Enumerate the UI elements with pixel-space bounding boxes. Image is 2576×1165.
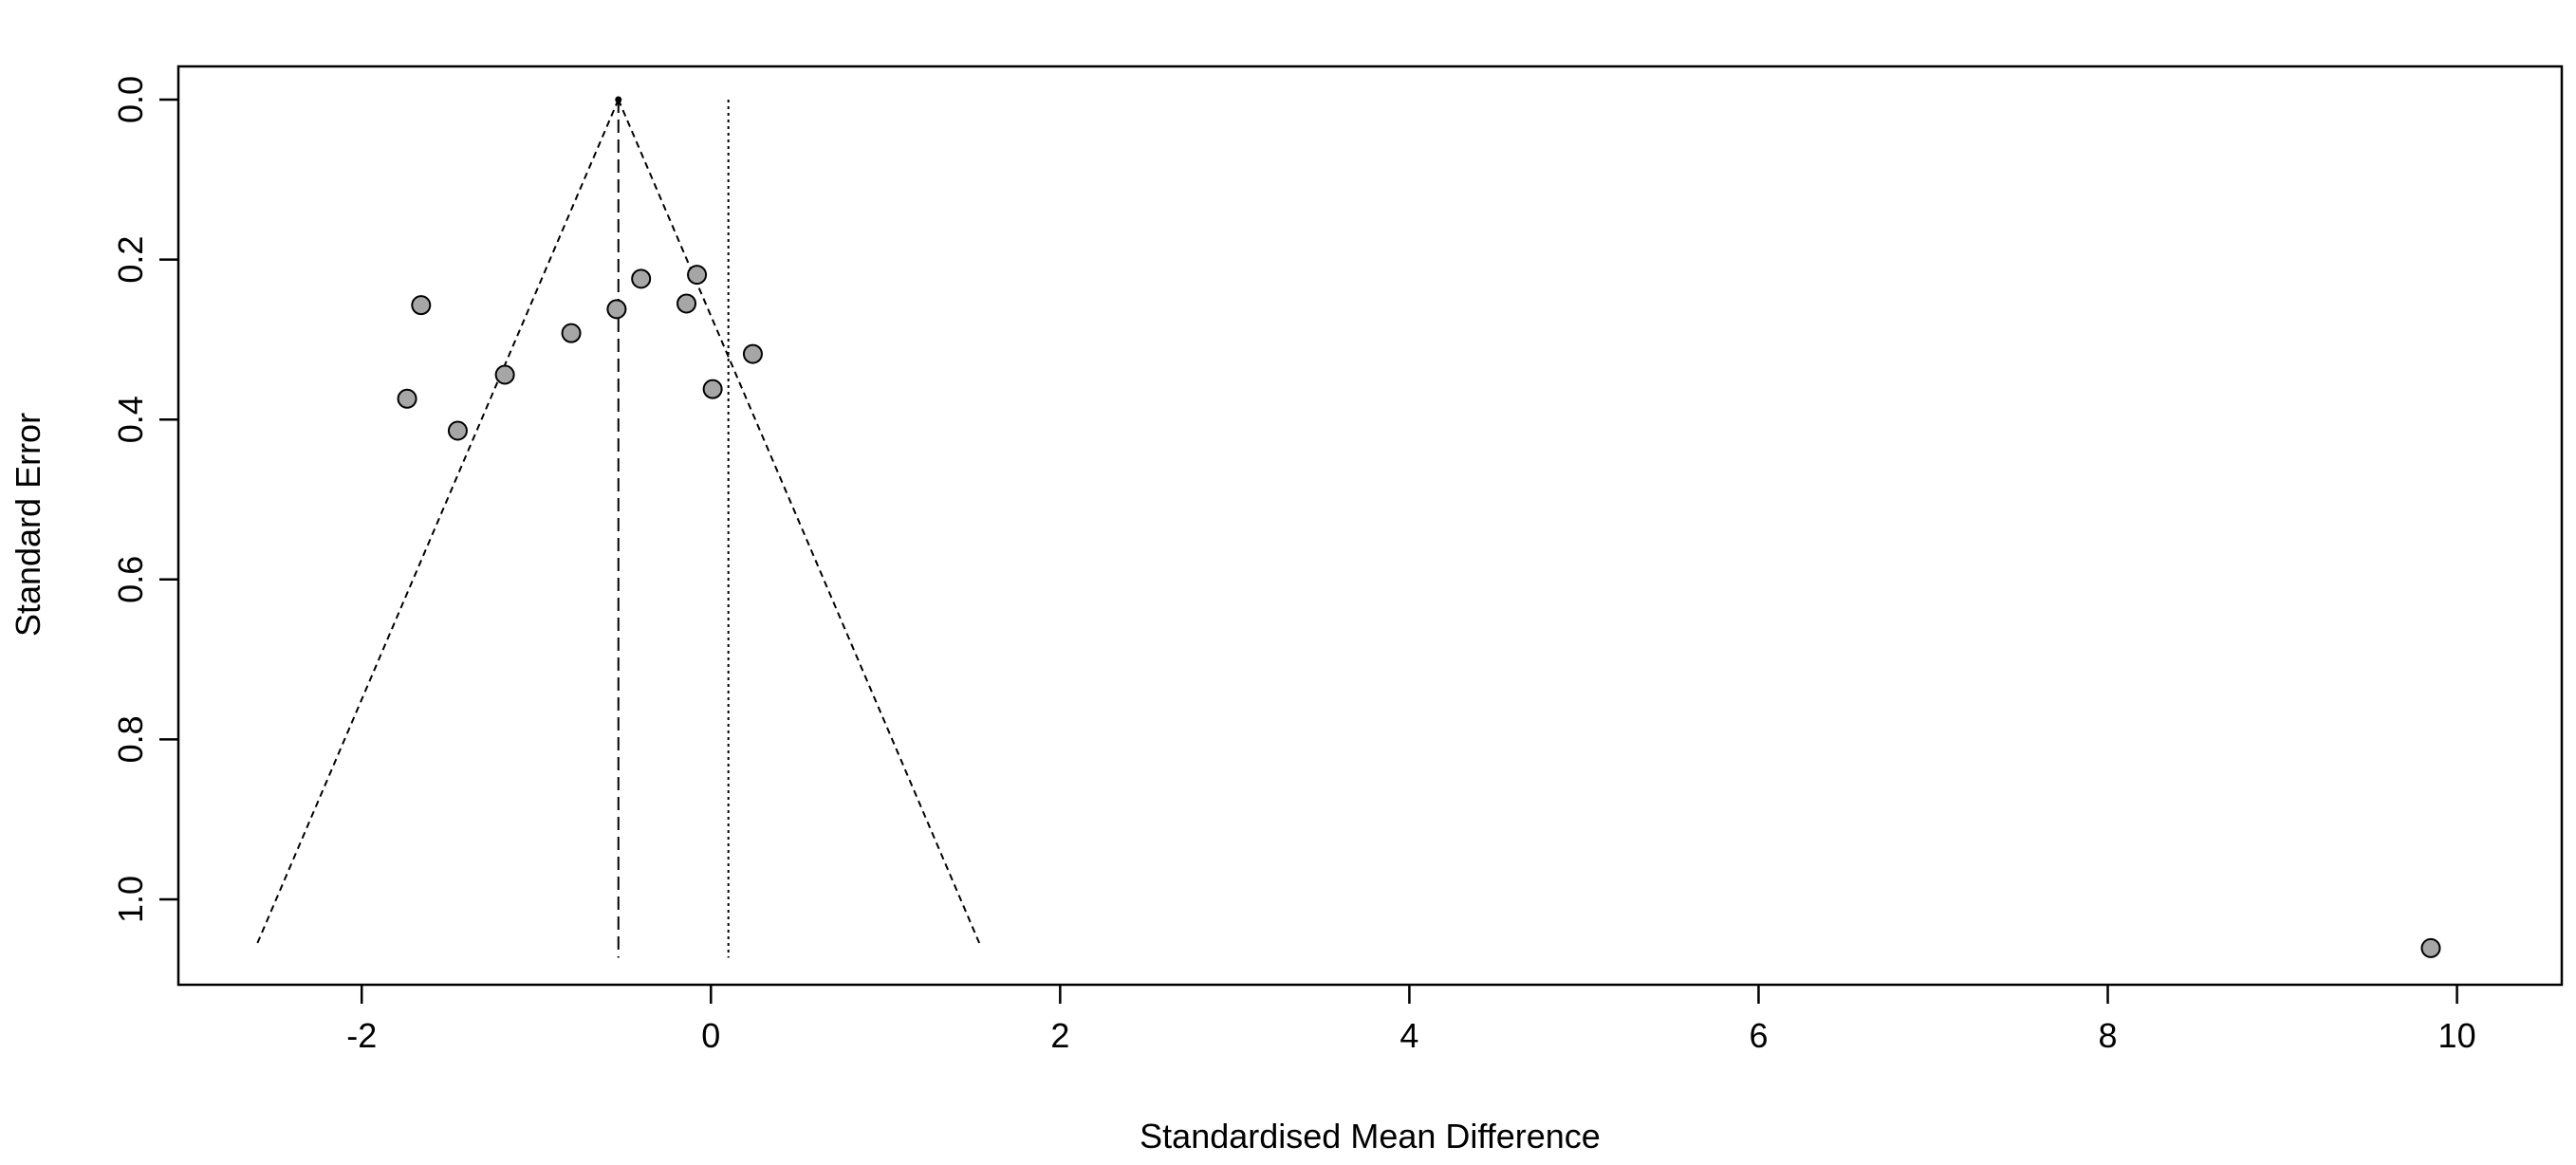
y-axis-label: Standard Error: [9, 413, 47, 637]
x-axis-label: Standardised Mean Difference: [1140, 1117, 1601, 1156]
data-point-10: [702, 379, 723, 399]
data-point-11: [742, 343, 763, 364]
data-points: [397, 265, 2441, 958]
funnel-lines: [256, 96, 981, 958]
data-point-9: [687, 265, 708, 286]
y-tick-label: 1.0: [111, 876, 150, 923]
data-point-2: [397, 388, 417, 409]
y-tick-label: 0.4: [111, 396, 150, 443]
plot-frame: [176, 65, 2564, 987]
data-point-12: [2420, 937, 2441, 958]
funnel-left-boundary: [256, 99, 620, 944]
x-tick-label: 10: [2438, 1016, 2476, 1055]
x-tick-label: 6: [1749, 1016, 1768, 1055]
y-axis: 0.0 0.2 0.4 0.6 0.8 1.0: [111, 76, 178, 923]
x-axis: -2 0 2 4 6 8 10: [346, 985, 2476, 1055]
data-point-3: [447, 420, 468, 441]
x-tick-label: 0: [701, 1016, 720, 1055]
y-tick-label: 0.8: [111, 715, 150, 763]
x-tick-label: 4: [1399, 1016, 1418, 1055]
funnel-right-boundary: [617, 99, 981, 944]
data-point-6: [606, 299, 627, 320]
x-tick-label: -2: [346, 1016, 377, 1055]
x-tick-label: 2: [1050, 1016, 1069, 1055]
x-tick-label: 8: [2099, 1016, 2118, 1055]
y-tick-label: 0.0: [111, 76, 150, 123]
data-point-4: [494, 364, 515, 385]
data-point-7: [631, 268, 652, 289]
y-tick-label: 0.6: [111, 556, 150, 603]
data-point-1: [411, 295, 432, 316]
data-point-8: [676, 293, 697, 314]
y-tick-label: 0.2: [111, 236, 150, 284]
data-point-5: [561, 323, 582, 343]
funnel-apex-point: [615, 96, 622, 103]
